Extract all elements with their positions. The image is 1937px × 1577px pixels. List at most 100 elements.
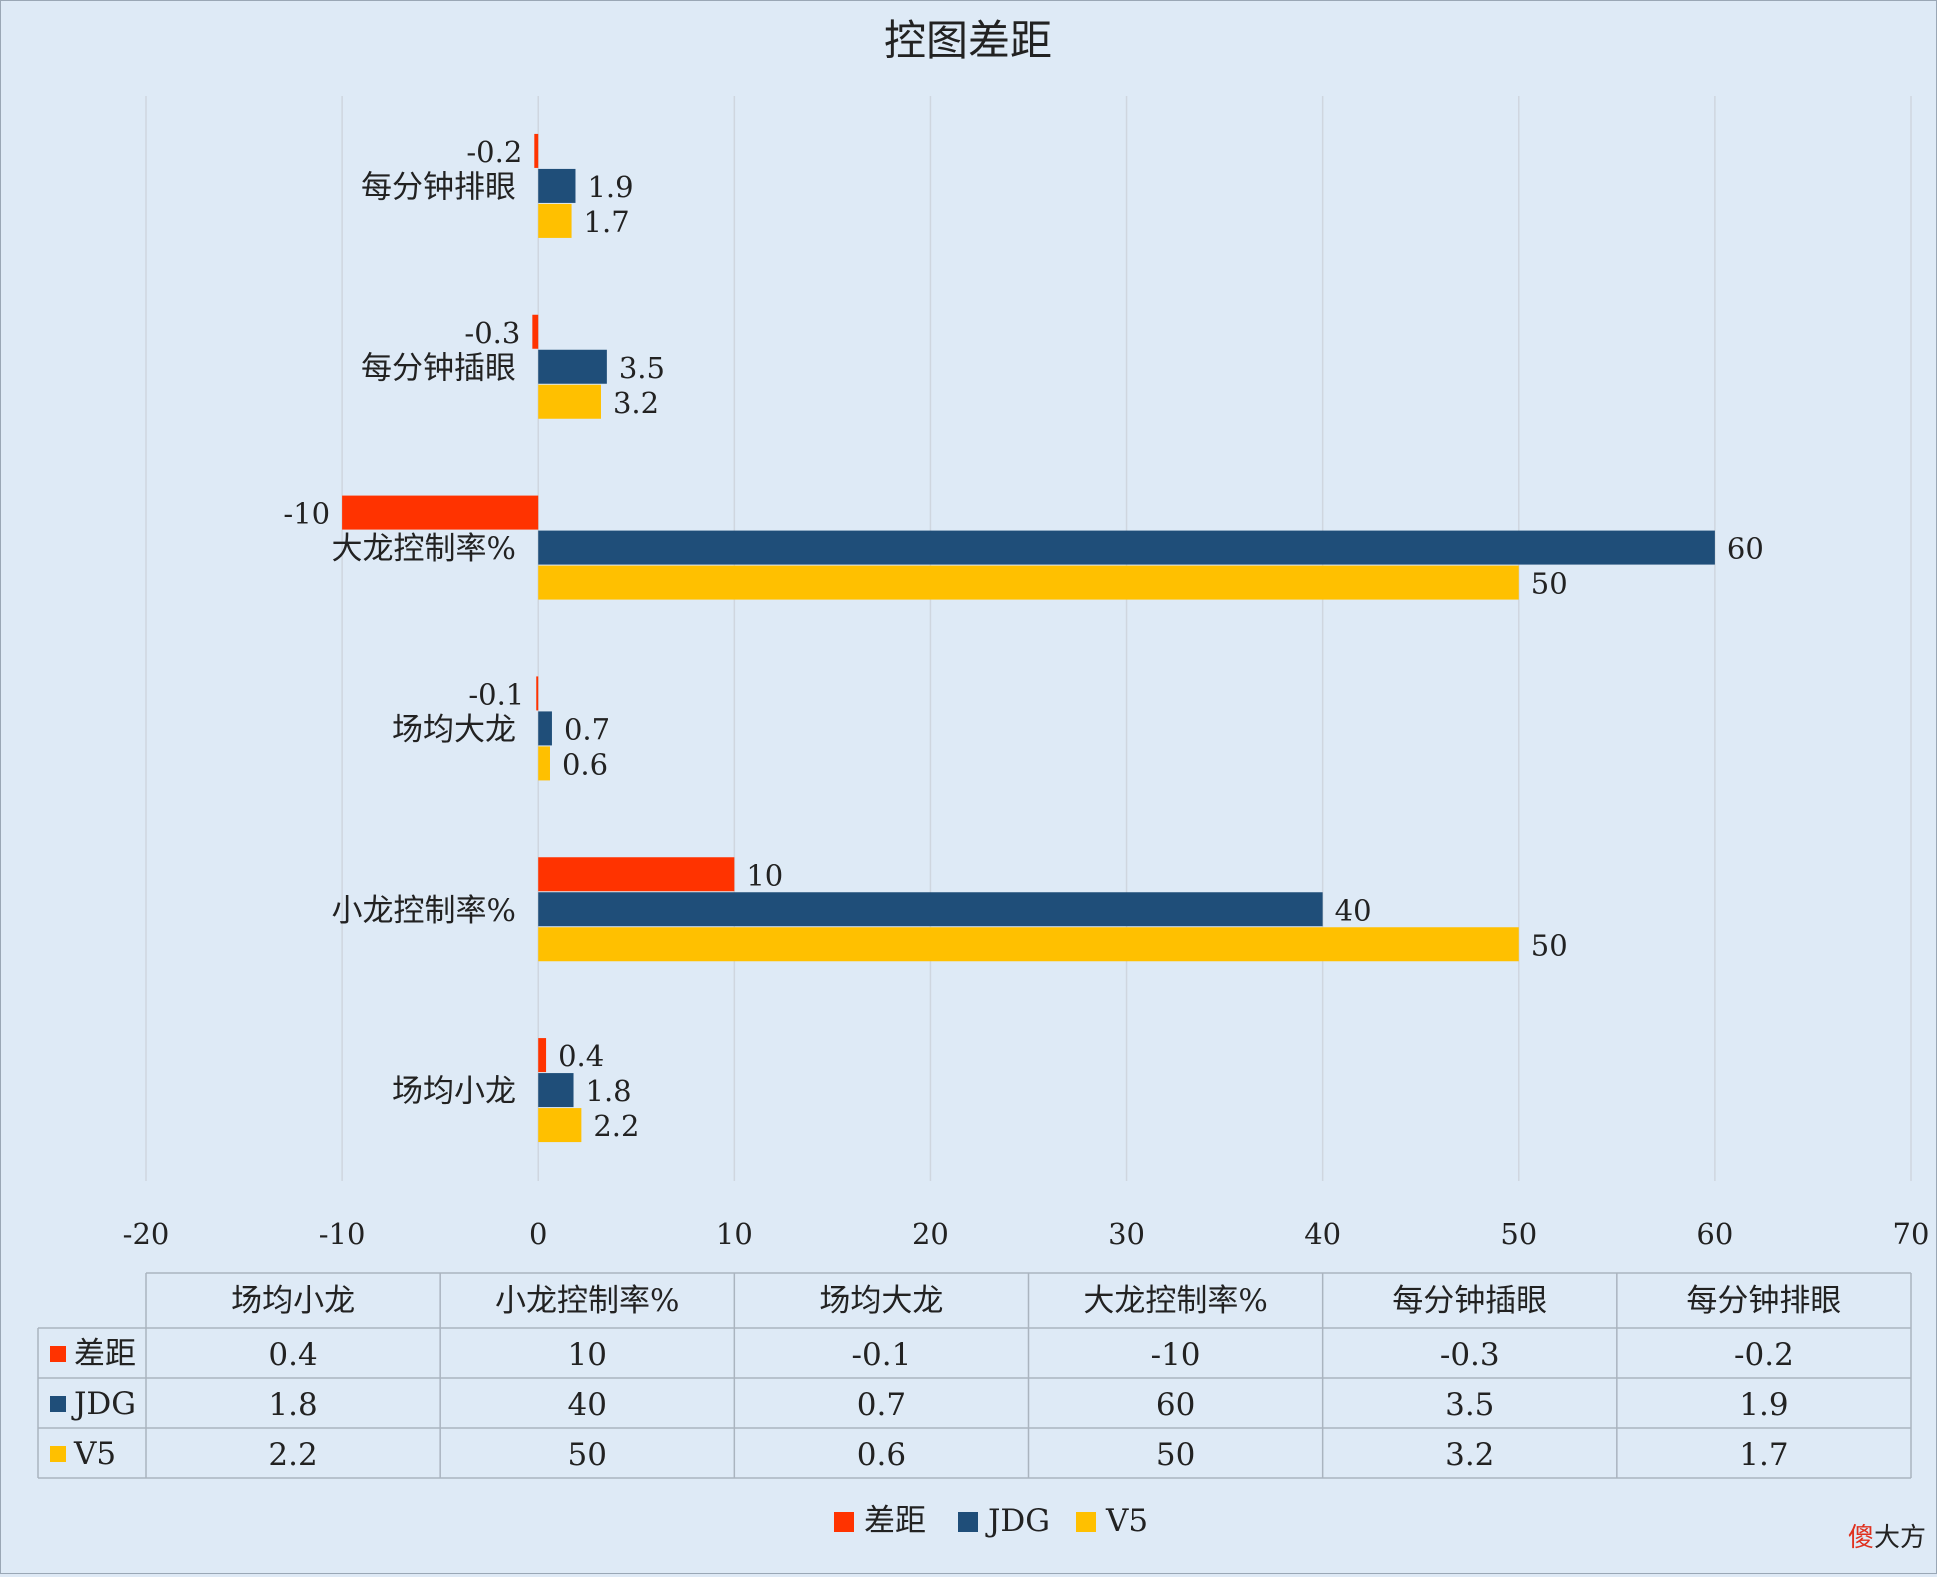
watermark-char-first: 傻 bbox=[1848, 1523, 1874, 1553]
bar bbox=[538, 168, 576, 203]
x-tick-label: -10 bbox=[319, 1217, 366, 1251]
table-value-cell: -0.1 bbox=[852, 1337, 912, 1373]
table-series-name: JDG bbox=[71, 1386, 136, 1422]
table-value-cell: 1.7 bbox=[1739, 1437, 1788, 1473]
bar bbox=[534, 133, 539, 168]
bar bbox=[536, 676, 539, 711]
chart-title: 控图差距 bbox=[884, 16, 1052, 65]
bar bbox=[538, 384, 601, 419]
table-value-cell: -10 bbox=[1151, 1337, 1201, 1373]
table-value-cell: -0.3 bbox=[1440, 1337, 1500, 1373]
category-label: 大龙控制率% bbox=[332, 531, 516, 567]
bar bbox=[538, 565, 1519, 600]
legend-key bbox=[958, 1512, 978, 1532]
table-value-cell: 50 bbox=[1156, 1437, 1195, 1473]
data-label: 3.5 bbox=[619, 351, 665, 385]
table-value-cell: 50 bbox=[568, 1437, 607, 1473]
x-tick-label: 10 bbox=[716, 1217, 753, 1251]
bar bbox=[538, 746, 550, 781]
table-value-cell: 2.2 bbox=[268, 1437, 317, 1473]
x-tick-label: 40 bbox=[1304, 1217, 1341, 1251]
table-legend-key bbox=[50, 1446, 66, 1462]
x-axis-tick-labels: -20 -10 0 10 20 30 40 50 60 70 bbox=[123, 1217, 1930, 1251]
data-label: 1.7 bbox=[584, 205, 630, 239]
table-value-cell: 3.2 bbox=[1445, 1437, 1494, 1473]
x-tick-label: 30 bbox=[1108, 1217, 1145, 1251]
data-label: -0.1 bbox=[468, 677, 524, 711]
legend-label: V5 bbox=[1105, 1503, 1148, 1539]
category-label: 小龙控制率% bbox=[332, 893, 516, 929]
table-value-cell: -0.2 bbox=[1734, 1337, 1794, 1373]
table-legend-key bbox=[50, 1346, 66, 1362]
data-label: 40 bbox=[1335, 893, 1372, 927]
legend[interactable]: 差距 JDG V5 bbox=[834, 1503, 1148, 1539]
bar bbox=[538, 1108, 582, 1143]
table-value-cell: 0.4 bbox=[268, 1337, 317, 1373]
data-label: 0.7 bbox=[564, 712, 610, 746]
bar bbox=[538, 203, 572, 238]
data-label: 1.8 bbox=[586, 1074, 632, 1108]
gridlines bbox=[145, 96, 1912, 1181]
category-label: 场均大龙 bbox=[392, 712, 516, 748]
bar bbox=[342, 495, 539, 530]
category-labels: 场均小龙 小龙控制率% 场均大龙 大龙控制率% 每分钟插眼 每分钟排眼 bbox=[332, 169, 516, 1109]
data-labels: 0.41.82.2 10 40 50 -0.1 0.70.6 -10 60 50 -0.3 3.53… bbox=[283, 135, 1763, 1143]
table-value-cell: 10 bbox=[568, 1337, 607, 1373]
data-label: 0.4 bbox=[558, 1039, 604, 1073]
bar bbox=[538, 530, 1715, 565]
table-legend-key bbox=[50, 1396, 66, 1412]
data-label: 3.2 bbox=[613, 386, 659, 420]
legend-label: 差距 bbox=[864, 1503, 926, 1539]
legend-key bbox=[1076, 1512, 1096, 1532]
table-header-cell: 每分钟排眼 bbox=[1686, 1283, 1841, 1319]
bar bbox=[538, 892, 1323, 927]
table-value-cell: 60 bbox=[1156, 1387, 1195, 1423]
table-series-name: V5 bbox=[73, 1436, 116, 1472]
watermark-chars-rest: 大方 bbox=[1874, 1523, 1926, 1553]
category-label: 每分钟排眼 bbox=[361, 169, 516, 205]
x-tick-label: 0 bbox=[529, 1217, 547, 1251]
bar bbox=[538, 711, 552, 746]
table-value-cell: 1.9 bbox=[1739, 1387, 1788, 1423]
data-label: -10 bbox=[283, 497, 330, 531]
table-header-cell: 小龙控制率% bbox=[495, 1283, 679, 1319]
watermark-logo: 傻 大方 bbox=[1848, 1523, 1926, 1553]
data-label: 1.9 bbox=[587, 170, 633, 204]
table-header-cell: 大龙控制率% bbox=[1083, 1283, 1267, 1319]
bar bbox=[538, 349, 607, 384]
data-label: -0.2 bbox=[466, 135, 522, 169]
category-label: 每分钟插眼 bbox=[361, 350, 516, 386]
table-value-cell: 3.5 bbox=[1445, 1387, 1494, 1423]
table-series-name: 差距 bbox=[74, 1336, 136, 1372]
data-label: 2.2 bbox=[593, 1109, 639, 1143]
data-label: 0.6 bbox=[562, 747, 608, 781]
x-tick-label: 20 bbox=[912, 1217, 949, 1251]
x-tick-label: 50 bbox=[1500, 1217, 1537, 1251]
bar bbox=[538, 857, 735, 892]
x-tick-label: 60 bbox=[1696, 1217, 1733, 1251]
bar bbox=[538, 1038, 547, 1073]
table-header-cell: 场均小龙 bbox=[231, 1283, 355, 1319]
table-header-cell: 场均大龙 bbox=[819, 1283, 943, 1319]
x-tick-label: -20 bbox=[123, 1217, 170, 1251]
data-label: 10 bbox=[746, 858, 783, 892]
table-value-cell: 0.7 bbox=[857, 1387, 906, 1423]
data-label: -0.3 bbox=[464, 316, 520, 350]
table-value-cell: 0.6 bbox=[857, 1437, 906, 1473]
category-label: 场均小龙 bbox=[392, 1074, 516, 1110]
table-value-cell: 40 bbox=[568, 1387, 607, 1423]
bar bbox=[538, 1073, 574, 1108]
legend-label: JDG bbox=[985, 1503, 1050, 1539]
bars bbox=[342, 133, 1715, 1143]
x-tick-label: 70 bbox=[1893, 1217, 1930, 1251]
data-label: 60 bbox=[1727, 532, 1764, 566]
table-header-cell: 每分钟插眼 bbox=[1392, 1283, 1547, 1319]
table-value-cell: 1.8 bbox=[268, 1387, 317, 1423]
data-label: 50 bbox=[1531, 928, 1568, 962]
legend-key bbox=[834, 1512, 854, 1532]
bar bbox=[532, 314, 539, 349]
bar bbox=[538, 927, 1519, 962]
